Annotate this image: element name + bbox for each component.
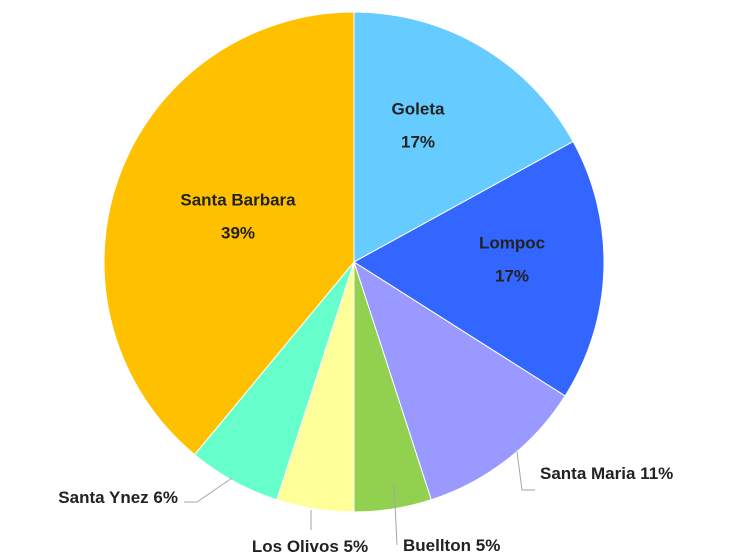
slice-label-name: Goleta [392,99,445,118]
slice-label-name: Santa Barbara [180,190,296,209]
slice-label-value: 39% [221,223,255,242]
slice-label-value: 17% [495,266,529,285]
slice-label: Los Olivos 5% [252,537,368,556]
slice-label-value: 17% [401,132,435,151]
slice-label-name: Buellton [403,536,471,555]
slice-label-name: Santa Ynez [58,488,148,507]
slice-label-name: Santa Maria [540,464,636,483]
pie-slice [353,260,566,501]
slice-label: Santa Ynez 6% [58,488,178,507]
leader-line [184,477,233,503]
slice-label-value: 5% [344,537,369,556]
slice-label: Santa Maria 11% [540,464,673,483]
slice-label-name: Los Olivos [252,537,339,556]
slice-label-name: Lompoc [479,233,545,252]
pie-slice [103,11,355,456]
leader-line [516,451,535,491]
slice-label-value: 11% [640,464,673,483]
slice-label: Buellton 5% [403,536,500,555]
slice-label-value: 6% [153,488,178,507]
slice-label-value: 5% [476,536,501,555]
pie-slice [353,140,605,397]
leader-line [393,483,398,546]
pie-slice [353,11,574,263]
